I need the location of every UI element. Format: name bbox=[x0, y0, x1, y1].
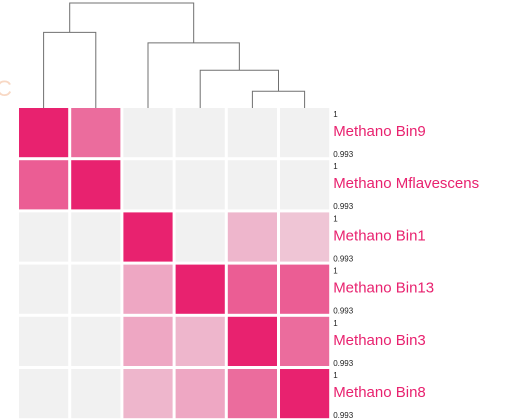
heatmap-cell bbox=[280, 264, 330, 314]
row-scale-labels: 1 0.993 1 0.993 1 0.993 1 0.993 1 0.993 1 0.993 bbox=[333, 110, 354, 419]
scale-max-label: 1 bbox=[333, 162, 338, 171]
heatmap-cell bbox=[227, 108, 277, 158]
heatmap-cell bbox=[227, 212, 277, 262]
heatmap-cell bbox=[227, 369, 277, 419]
dendrogram-branch bbox=[147, 42, 240, 108]
heatmap-cell bbox=[19, 160, 69, 210]
heatmap-cell bbox=[123, 160, 173, 210]
heatmap-cell bbox=[71, 369, 121, 419]
column-dendrogram bbox=[43, 2, 306, 108]
row-label: Methano Bin9 bbox=[333, 123, 426, 140]
heatmap-cell bbox=[123, 316, 173, 366]
heatmap-cell bbox=[175, 108, 225, 158]
row-label: Methano Bin8 bbox=[333, 384, 426, 401]
heatmap-cell bbox=[71, 160, 121, 210]
heatmap-cell bbox=[19, 369, 69, 419]
dendrogram-branch bbox=[199, 69, 279, 108]
heatmap-cell bbox=[175, 212, 225, 262]
heatmap-cell bbox=[227, 160, 277, 210]
dendrogram-branch bbox=[43, 31, 97, 108]
scale-max-label: 1 bbox=[333, 110, 338, 119]
scale-max-label: 1 bbox=[333, 371, 338, 380]
dendrogram-branch bbox=[251, 90, 306, 108]
dendrogram-branch bbox=[69, 2, 195, 43]
heatmap-cell bbox=[175, 160, 225, 210]
heatmap-cell bbox=[175, 369, 225, 419]
scale-min-label: 0.993 bbox=[333, 411, 354, 419]
heatmap-cell bbox=[19, 108, 69, 158]
heatmap-cells bbox=[19, 108, 330, 419]
scale-min-label: 0.993 bbox=[333, 307, 354, 316]
scale-min-label: 0.993 bbox=[333, 202, 354, 211]
row-label: Methano Bin3 bbox=[333, 332, 426, 349]
heatmap-cell bbox=[280, 369, 330, 419]
row-label: Methano Mflavescens bbox=[333, 175, 479, 192]
scale-max-label: 1 bbox=[333, 267, 338, 276]
heatmap-cell bbox=[123, 108, 173, 158]
heatmap-cell bbox=[71, 108, 121, 158]
heatmap-cell bbox=[71, 264, 121, 314]
heatmap-cell bbox=[280, 212, 330, 262]
heatmap-cell bbox=[280, 160, 330, 210]
heatmap-cell bbox=[175, 264, 225, 314]
scale-min-label: 0.993 bbox=[333, 359, 354, 368]
heatmap-cell bbox=[175, 316, 225, 366]
scale-max-label: 1 bbox=[333, 214, 338, 223]
heatmap-cell bbox=[19, 316, 69, 366]
heatmap-cell bbox=[227, 264, 277, 314]
scale-min-label: 0.993 bbox=[333, 150, 354, 159]
heatmap-cell bbox=[123, 264, 173, 314]
heatmap-cell bbox=[123, 369, 173, 419]
row-label: Methano Bin13 bbox=[333, 280, 434, 297]
scale-min-label: 0.993 bbox=[333, 254, 354, 263]
heatmap-cell bbox=[280, 316, 330, 366]
partial-text: C bbox=[0, 76, 12, 101]
heatmap-cell bbox=[123, 212, 173, 262]
heatmap-cell bbox=[71, 316, 121, 366]
heatmap-cell bbox=[19, 264, 69, 314]
heatmap-cell bbox=[71, 212, 121, 262]
heatmap-cell bbox=[227, 316, 277, 366]
row-labels: Methano Bin9 Methano Mflavescens Methano B… bbox=[333, 123, 479, 401]
heatmap-cell bbox=[280, 108, 330, 158]
row-label: Methano Bin1 bbox=[333, 227, 426, 244]
heatmap-cell bbox=[19, 212, 69, 262]
scale-max-label: 1 bbox=[333, 319, 338, 328]
